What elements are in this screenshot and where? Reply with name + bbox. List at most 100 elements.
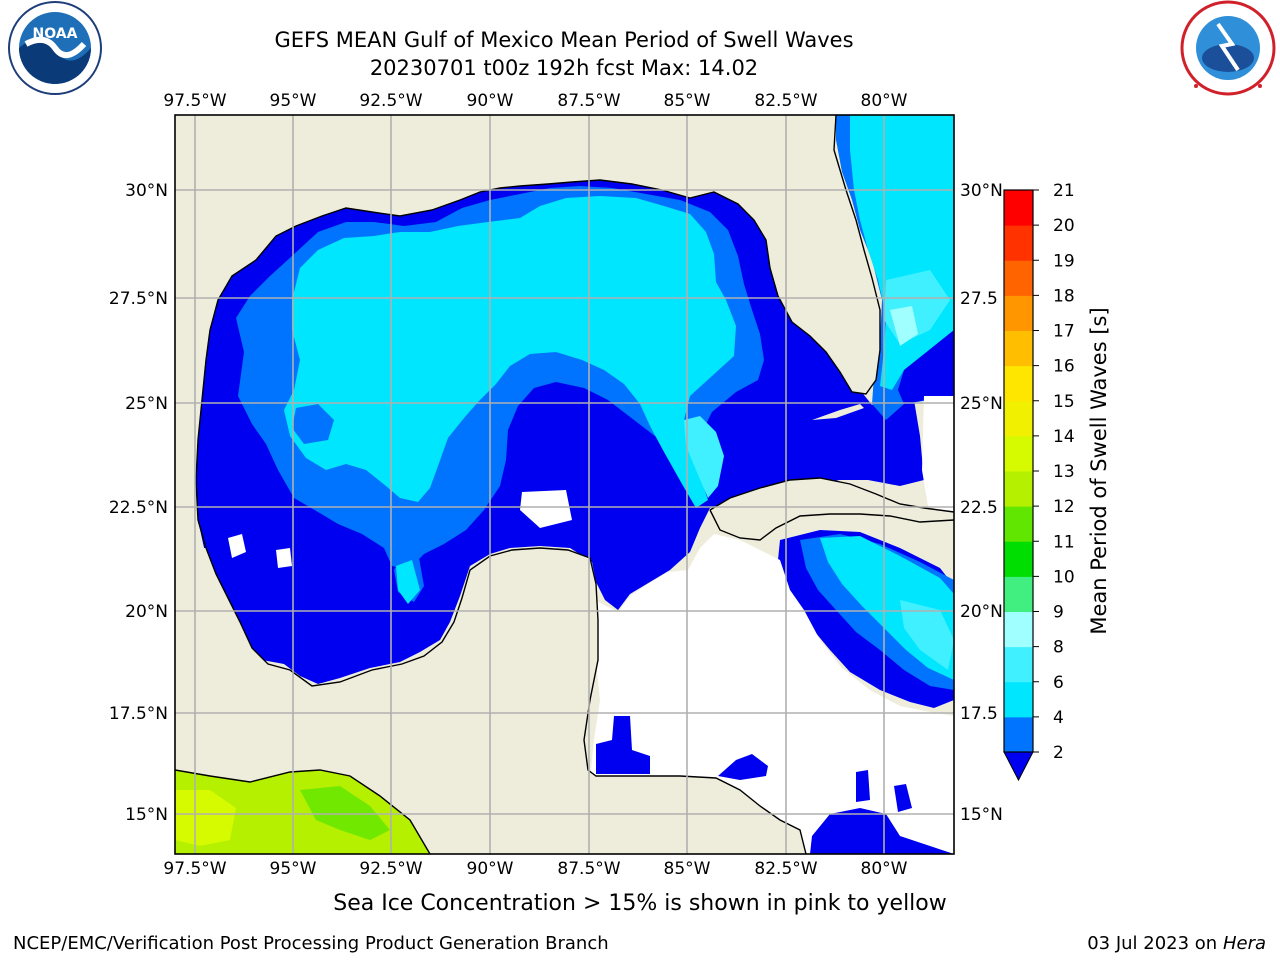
lat-tick-label: 15°N [125, 805, 168, 825]
lat-tick-label: 22.5 [960, 498, 998, 518]
nws-logo-icon [1180, 0, 1276, 96]
caribbean-blob-b [718, 754, 768, 780]
colorbar-segment [1004, 471, 1033, 507]
colorbar-tick-label: 11 [1053, 532, 1075, 552]
lon-tick-label: 95°W [270, 91, 317, 111]
lat-labels-right: 30°N 27.5 25°N 22.5 20°N 17.5 15°N [960, 181, 1003, 825]
colorbar-segment [1004, 365, 1033, 402]
ice-note: Sea Ice Concentration > 15% is shown in … [333, 891, 947, 916]
gulf-patch-4-6s-a [292, 404, 334, 444]
colorbar-segment [1004, 190, 1033, 226]
caribbean-blob-a [596, 716, 650, 774]
lon-tick-label: 85°W [664, 859, 711, 879]
lon-tick-label: 92.5°W [359, 859, 422, 879]
date-stamp: 03 Jul 2023 on Hera [1087, 933, 1266, 954]
caribbean-blob-e [894, 784, 912, 812]
svg-text:NOAA: NOAA [33, 26, 78, 42]
colorbar-segment [1004, 260, 1033, 296]
lon-labels-top: 97.5°W 95°W 92.5°W 90°W 87.5°W 85°W 82.5… [163, 91, 907, 111]
lat-tick-label: 25°N [125, 394, 168, 414]
lon-labels-bottom: 97.5°W 95°W 92.5°W 90°W 87.5°W 85°W 82.5… [163, 859, 907, 879]
colorbar-segment [1004, 330, 1033, 367]
atlantic-patch-9-10s [890, 306, 918, 346]
lon-tick-label: 80°W [861, 859, 908, 879]
colorbar-segment [1004, 225, 1033, 261]
chart-subtitle: 20230701 t00z 192h fcst Max: 14.02 [369, 56, 759, 80]
lon-tick-label: 95°W [270, 859, 317, 879]
lat-tick-label: 30°N [125, 181, 168, 201]
caribbean-blob-c [810, 808, 954, 854]
lat-tick-label: 27.5°N [109, 289, 168, 309]
lon-tick-label: 92.5°W [359, 91, 422, 111]
lon-tick-label: 87.5°W [557, 859, 620, 879]
colorbar-tick-label: 10 [1053, 567, 1075, 587]
pacific-13-14s [175, 790, 236, 846]
land-florida-keys [812, 404, 864, 420]
lat-tick-label: 17.5°N [109, 704, 168, 724]
lon-tick-label: 97.5°W [163, 91, 226, 111]
coastline-cuba [709, 477, 954, 541]
colorbar: 2 4 6 8 9 10 11 12 13 14 15 16 17 18 19 20 21 [1003, 181, 1075, 782]
colorbar-segment [1004, 506, 1033, 542]
caribbean-blob-d [856, 770, 870, 802]
lat-labels-left: 30°N 27.5°N 25°N 22.5°N 20°N 17.5°N 15°N [109, 181, 168, 825]
colorbar-tick-label: 13 [1053, 462, 1075, 482]
nodata-patch-b [922, 396, 954, 516]
colorbar-tick-label: 9 [1053, 603, 1064, 623]
lon-tick-label: 90°W [467, 91, 514, 111]
colorbar-segment [1004, 611, 1033, 648]
colorbar-segment [1004, 716, 1033, 753]
lon-tick-label: 82.5°W [754, 91, 817, 111]
lat-tick-label: 25°N [960, 394, 1003, 414]
colorbar-segment [1004, 646, 1033, 683]
map-gridlines [175, 115, 954, 854]
colorbar-label: Mean Period of Swell Waves [s] [1087, 307, 1111, 634]
lat-tick-label: 20°N [960, 602, 1003, 622]
lat-tick-label: 17.5 [960, 704, 998, 724]
lon-tick-label: 80°W [861, 91, 908, 111]
colorbar-tick-label: 6 [1053, 673, 1064, 693]
land-cuba [710, 478, 954, 540]
colorbar-tick-label: 16 [1053, 357, 1075, 377]
colorbar-tick-label: 2 [1053, 743, 1064, 763]
colorbar-tick-label: 19 [1053, 251, 1075, 271]
lat-tick-label: 22.5°N [109, 498, 168, 518]
lon-tick-label: 85°W [664, 91, 711, 111]
colorbar-segment [1004, 681, 1033, 718]
colorbar-tick-label: 17 [1053, 322, 1075, 342]
coastline-mexico [205, 547, 807, 854]
lon-tick-label: 87.5°W [557, 91, 620, 111]
lon-tick-label: 97.5°W [163, 859, 226, 879]
lat-tick-label: 20°N [125, 602, 168, 622]
colorbar-tick-label: 12 [1053, 497, 1075, 517]
map-area [175, 115, 954, 854]
colorbar-extend-min [1003, 751, 1034, 782]
noaa-logo-icon: NOAA [8, 1, 102, 95]
atlantic-south-2-4s [898, 330, 954, 404]
lat-tick-label: 15°N [960, 805, 1003, 825]
coastline-us [195, 115, 881, 549]
colorbar-tick-label: 20 [1053, 216, 1075, 236]
lon-tick-label: 82.5°W [754, 859, 817, 879]
colorbar-tick-label: 14 [1053, 427, 1075, 447]
lat-tick-label: 27.5 [960, 289, 998, 309]
colorbar-tick-label: 15 [1053, 392, 1075, 412]
pacific-11-12s [300, 786, 390, 840]
lat-tick-label: 30°N [960, 181, 1003, 201]
gulf-band-6-8s [284, 196, 736, 508]
colorbar-segment [1004, 576, 1033, 612]
colorbar-tick-label: 4 [1053, 708, 1064, 728]
colorbar-segment [1004, 400, 1033, 437]
host-name: Hera [1222, 933, 1266, 954]
map-frame [174, 114, 955, 855]
chart-title: GEFS MEAN Gulf of Mexico Mean Period of … [274, 28, 854, 52]
nodata-patch-d [276, 548, 292, 568]
colorbar-tick-label: 8 [1053, 638, 1064, 658]
gulf-patch-8-9s [684, 416, 724, 498]
colorbar-tick-label: 18 [1053, 286, 1075, 306]
gulf-patch-6-8s-c [396, 560, 420, 604]
coastline-pacific [175, 769, 431, 854]
date-text: 03 Jul 2023 on [1087, 933, 1223, 954]
colorbar-segment [1004, 435, 1033, 472]
